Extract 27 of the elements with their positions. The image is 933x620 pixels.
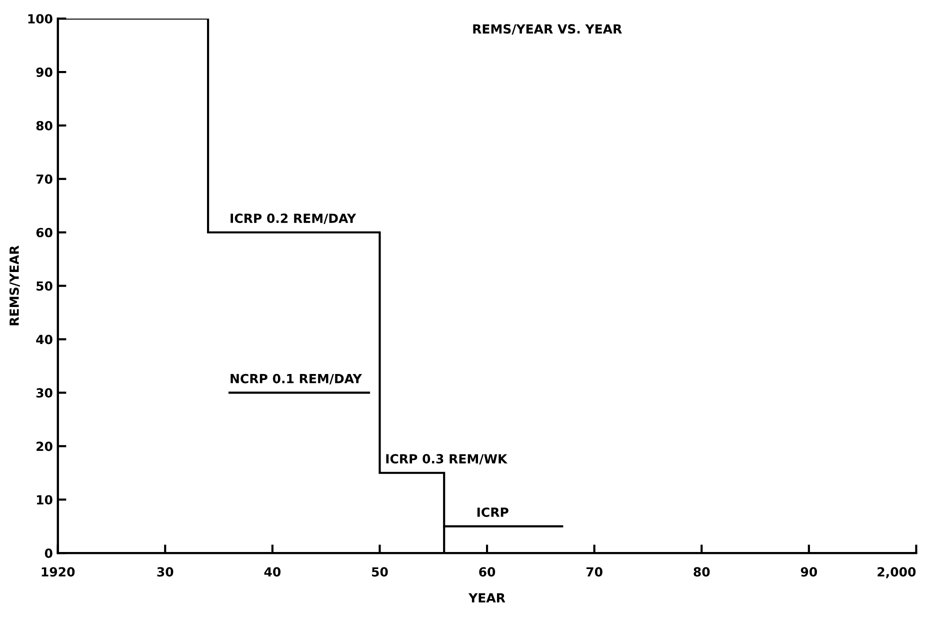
y-tick-label: 90: [36, 68, 52, 77]
y-tick-label: 20: [36, 442, 52, 452]
x-tick-label: 80: [694, 567, 710, 577]
y-tick-label: 100: [28, 14, 52, 24]
x-tick-label: 1920: [42, 567, 75, 577]
x-tick-label: 30: [157, 567, 174, 577]
x-tick-label: 60: [479, 567, 496, 577]
y-tick-label: 80: [36, 120, 52, 130]
y-tick-label: 10: [37, 495, 52, 505]
annotation: ICRP 0.2 REM/DAY: [230, 214, 356, 224]
annotation: NCRP 0.1 REM/DAY: [230, 374, 362, 384]
y-tick-label: 40: [36, 334, 52, 344]
x-axis-title: YEAR: [468, 593, 506, 602]
y-tick-label: 70: [36, 174, 52, 184]
annotation: ICRP: [477, 507, 508, 517]
x-tick-label: 70: [586, 567, 602, 577]
y-axis-title: REMS/YEAR: [9, 246, 20, 326]
y-tick-label: 0: [44, 548, 52, 558]
y-tick-label: 50: [36, 281, 52, 291]
y-tick-label: 60: [36, 228, 52, 238]
x-tick-label: 2,000: [878, 567, 916, 578]
annotation: ICRP 0.3 REM/WK: [386, 454, 508, 464]
x-tick-label: 40: [264, 567, 281, 577]
chart-title: REMS/YEAR VS. YEAR: [473, 24, 622, 35]
y-tick-label: 30: [36, 388, 52, 398]
x-tick-label: 50: [372, 567, 388, 577]
x-tick-label: 90: [800, 567, 818, 577]
